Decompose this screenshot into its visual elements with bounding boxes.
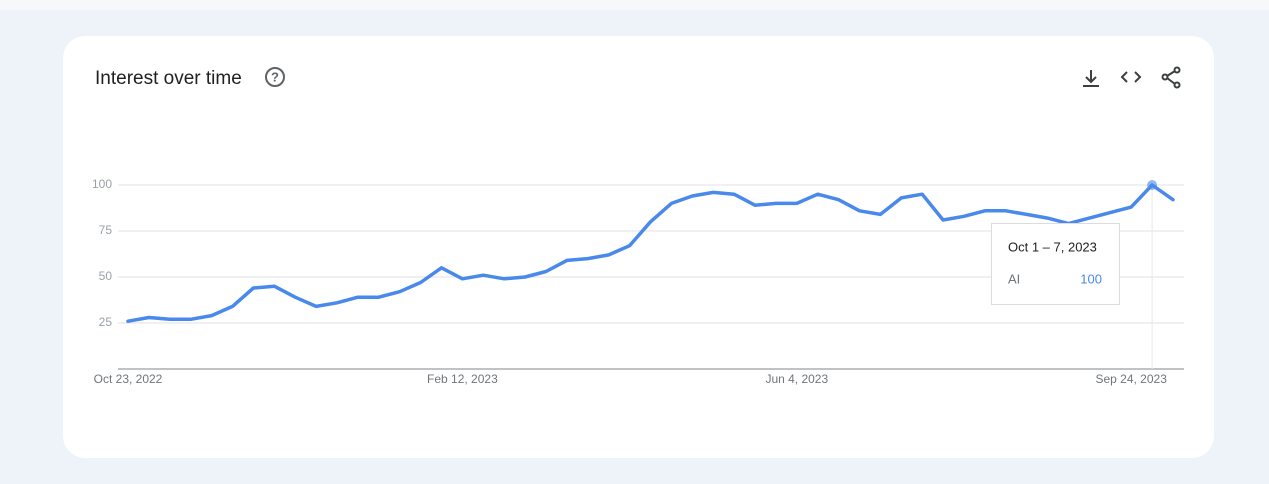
embed-icon[interactable]	[1120, 71, 1142, 83]
x-tick-label: Oct 23, 2022	[94, 372, 163, 386]
share-icon[interactable]	[1161, 66, 1181, 89]
tooltip-title: Oct 1 – 7, 2023	[1008, 239, 1097, 254]
y-tick-label: 25	[99, 315, 113, 329]
x-tick-label: Feb 12, 2023	[427, 372, 498, 386]
top-strip	[0, 0, 1269, 10]
tooltip-series: AI	[1008, 271, 1020, 286]
chart-title: Interest over time	[95, 68, 242, 89]
download-icon[interactable]	[1083, 70, 1099, 87]
highlight-point	[1147, 180, 1158, 190]
x-tick-label: Sep 24, 2023	[1095, 372, 1167, 386]
tooltip-value: 100	[1080, 271, 1102, 286]
help-icon[interactable]: ?	[265, 67, 285, 87]
y-tick-label: 50	[99, 269, 113, 283]
y-tick-label: 75	[99, 223, 113, 237]
tooltip	[991, 223, 1120, 305]
y-tick-label: 100	[92, 177, 112, 191]
card	[63, 36, 1214, 458]
trend-line	[126, 183, 1175, 323]
svg-text:?: ?	[271, 69, 279, 84]
x-tick-label: Jun 4, 2023	[765, 372, 828, 386]
